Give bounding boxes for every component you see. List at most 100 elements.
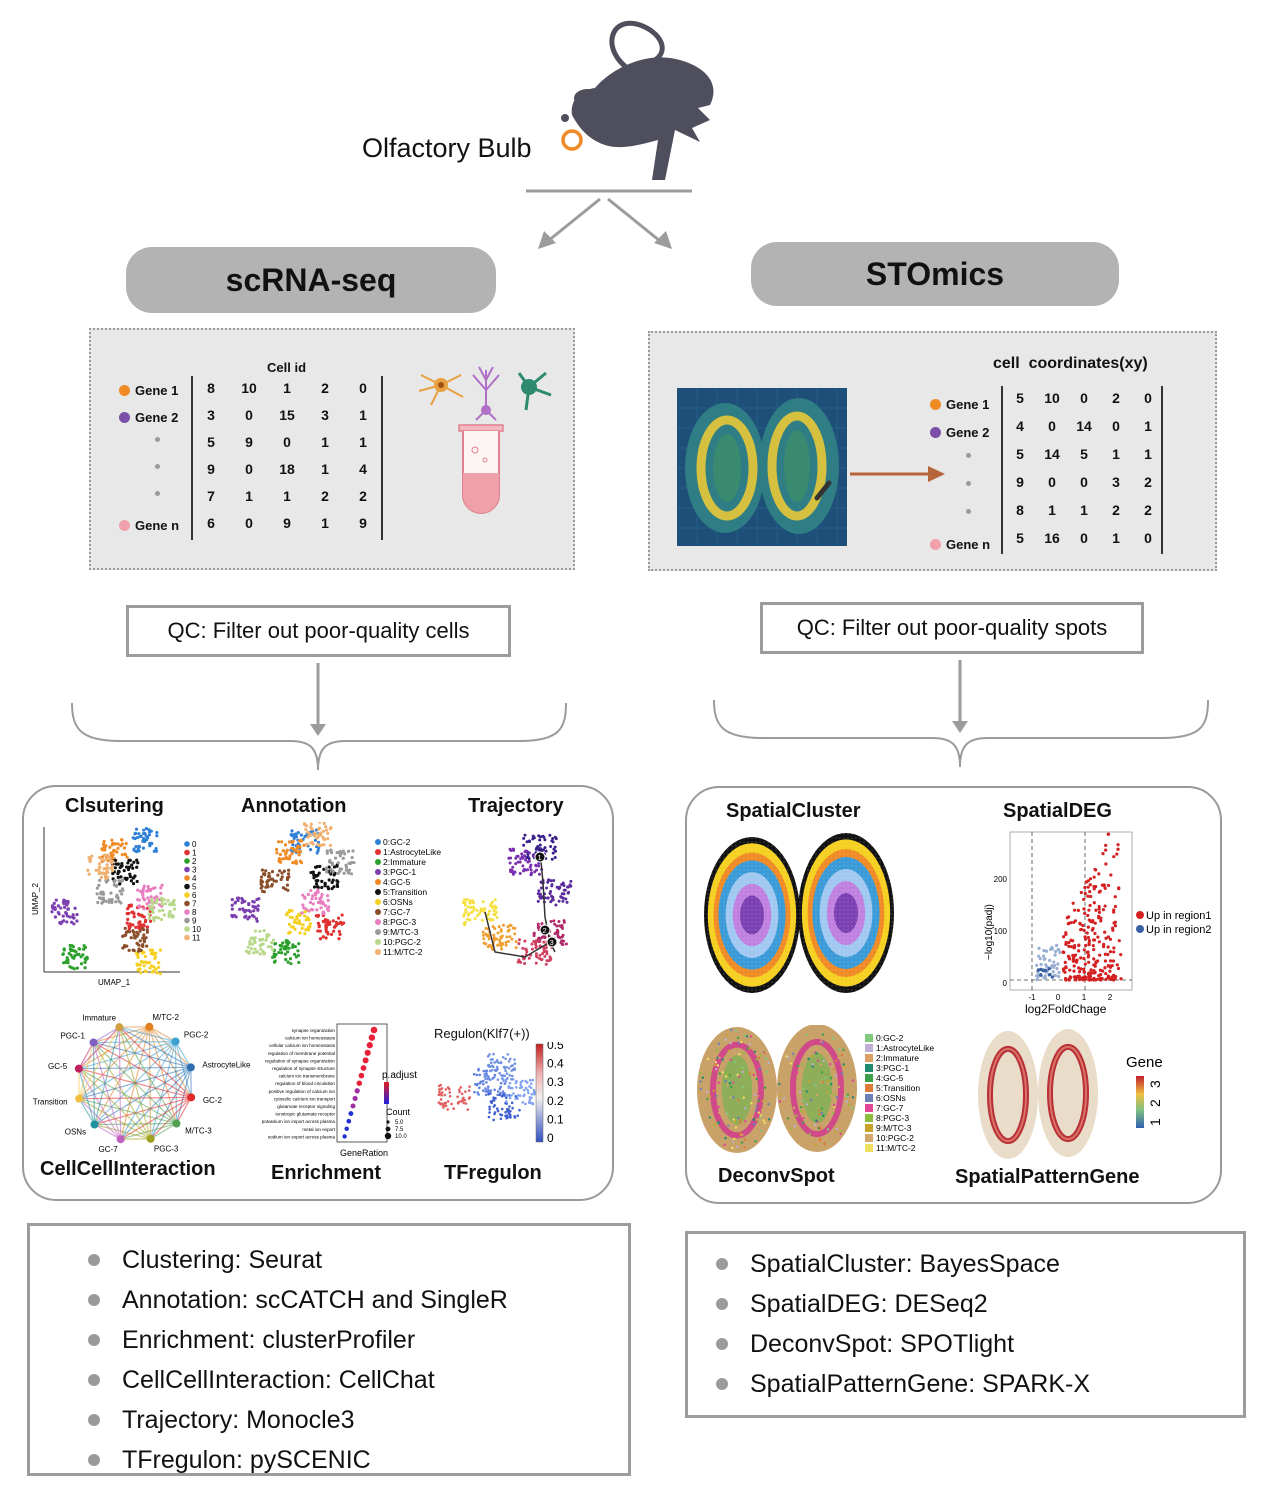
spot-grid-point [711, 993, 713, 995]
regulon-point [530, 1082, 533, 1085]
regulon-point [510, 1101, 514, 1105]
spot-grid-point [855, 989, 857, 991]
volcano-point [1045, 965, 1049, 969]
spot-grid-point [711, 961, 713, 963]
deconv-spot [742, 1051, 745, 1055]
trajectory-point [514, 946, 518, 950]
spot-grid-point [875, 937, 877, 939]
deconv-spot [815, 1052, 818, 1055]
umap-point [277, 950, 281, 955]
trajectory-point [511, 847, 515, 851]
spot-grid-point [759, 957, 761, 959]
spot-grid-point [815, 873, 817, 875]
spot-grid-point [875, 861, 877, 863]
spot-grid-point [735, 845, 737, 847]
spot-grid-point [787, 841, 789, 843]
spot-grid-point [787, 909, 789, 911]
spot-grid-point [879, 937, 881, 939]
spot-grid-point [719, 897, 721, 899]
bullet-icon [716, 1338, 728, 1350]
volcano-point [1072, 969, 1076, 973]
spot-grid-point [815, 881, 817, 883]
spot-grid-point [815, 973, 817, 975]
spot-grid-point [871, 869, 873, 871]
spot-grid-point [815, 917, 817, 919]
spot-grid-point [747, 921, 749, 923]
umap-point [310, 907, 314, 912]
umap-point [305, 843, 309, 847]
spot-grid-point [807, 881, 809, 883]
spot-grid-point [871, 909, 873, 911]
trajectory-point [541, 834, 545, 838]
umap-point [291, 860, 295, 865]
deconv-spot [717, 1105, 720, 1109]
umap-point [61, 952, 65, 956]
spot-grid-point [883, 885, 885, 887]
spot-grid-point [707, 985, 709, 987]
spot-grid-point [711, 981, 713, 983]
spot-grid-point [799, 985, 801, 987]
spot-grid-point [835, 969, 837, 971]
spot-grid-point [855, 913, 857, 915]
umap-point [134, 925, 138, 929]
spot-grid-point [783, 985, 785, 987]
umap-point [111, 869, 115, 873]
spot-grid-point [875, 993, 877, 995]
umap-point [61, 914, 65, 918]
volcano-point [1039, 962, 1043, 967]
regulon-point [466, 1108, 470, 1111]
spot-grid-point [735, 901, 737, 903]
trajectory-point [507, 856, 511, 860]
umap-point [137, 832, 141, 836]
spot-grid-point [851, 957, 853, 959]
umap-point [52, 901, 56, 905]
trajectory-point [536, 899, 540, 903]
volcano-legend-label: Up in region2 [1146, 924, 1211, 936]
spot-grid-point [887, 845, 889, 847]
spot-grid-point [831, 869, 833, 871]
bullet-icon [88, 1334, 100, 1346]
spot-grid-point [795, 901, 797, 903]
spot-grid-point [795, 981, 797, 983]
volcano-point [1066, 954, 1071, 958]
regulon-point [532, 1090, 536, 1094]
umap-point [336, 861, 340, 865]
umap-point [132, 860, 136, 864]
spot-grid-point [847, 853, 849, 855]
spot-grid-point [891, 961, 893, 963]
gene-dot [930, 427, 941, 438]
umap-point [336, 880, 340, 884]
umap-x-label: UMAP_1 [98, 978, 131, 987]
spot-grid-point [795, 929, 797, 931]
enrichment-dot [364, 1049, 371, 1056]
deconv-spot [706, 1057, 710, 1061]
trajectory-point [517, 938, 521, 942]
umap-point [322, 837, 327, 842]
spot-grid-point [743, 981, 745, 983]
matrix-cell: 8 [207, 380, 215, 396]
spot-grid-point [835, 837, 837, 839]
spot-grid-point [715, 985, 717, 987]
spot-grid-point [715, 849, 717, 851]
spot-grid-point [779, 993, 781, 995]
legend-label: 8 [192, 908, 197, 917]
umap-point [295, 921, 299, 925]
spot-grid-point [771, 965, 773, 967]
trajectory-node [534, 851, 546, 863]
spot-grid-point [851, 941, 853, 943]
deconv-legend-label: 6:OSNs [876, 1093, 906, 1103]
spot-grid-point [715, 889, 717, 891]
spot-grid-point [827, 861, 829, 863]
spot-grid-point [763, 893, 765, 895]
umap-point [273, 955, 277, 959]
spot-grid-point [799, 933, 801, 935]
spot-grid-point [799, 949, 801, 951]
umap-point [250, 942, 254, 946]
spot-grid-point [791, 845, 793, 847]
spot-grid-point [803, 901, 805, 903]
spot-grid-point [751, 937, 753, 939]
spot-grid-point [759, 945, 761, 947]
spot-grid-point [855, 865, 857, 867]
spot-grid-point [747, 929, 749, 931]
umap-point [152, 952, 156, 956]
